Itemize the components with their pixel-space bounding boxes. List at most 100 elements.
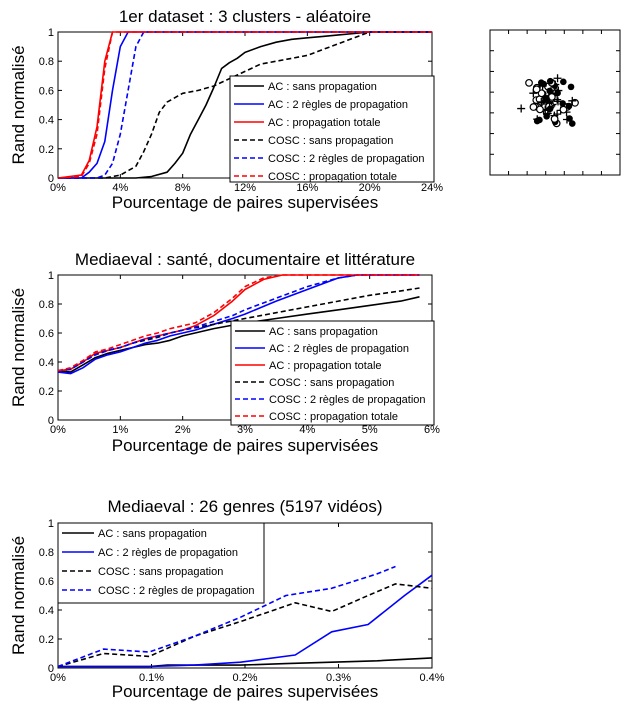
series-line bbox=[58, 31, 432, 179]
y-tick-label: 0.4 bbox=[39, 357, 54, 369]
y-axis-label: Rand normalisé bbox=[9, 288, 28, 407]
series-group bbox=[58, 31, 432, 179]
series-line bbox=[58, 296, 420, 373]
legend: AC : sans propagation AC : 2 règles de pr… bbox=[230, 320, 435, 426]
x-tick-label: 4% bbox=[112, 182, 128, 194]
legend-entry: AC : sans propagation bbox=[268, 81, 377, 93]
legend-entry: COSC : propagation totale bbox=[269, 411, 398, 423]
scatter-point bbox=[537, 97, 546, 106]
scatter-point bbox=[533, 115, 542, 124]
scatter-point bbox=[546, 77, 554, 85]
scatter-point bbox=[568, 96, 577, 105]
y-tick-label: 1 bbox=[48, 27, 54, 39]
x-tick-label: 24% bbox=[421, 182, 443, 194]
x-tick-label: 0.2% bbox=[232, 672, 257, 684]
legend-entry: AC : sans propagation bbox=[269, 326, 378, 338]
series-line bbox=[58, 274, 420, 372]
legend-entry: AC : 2 règles de propagation bbox=[269, 343, 409, 355]
legend-box bbox=[57, 522, 265, 604]
scatter-point bbox=[532, 85, 541, 94]
x-tick-label: 20% bbox=[359, 182, 381, 194]
scatter-point bbox=[554, 97, 563, 106]
series-line bbox=[58, 31, 432, 179]
scatter-point bbox=[537, 89, 546, 98]
series-line bbox=[58, 565, 396, 668]
scatter-point bbox=[562, 115, 571, 124]
y-tick-label: 1 bbox=[48, 270, 54, 282]
scatter-point bbox=[565, 102, 573, 110]
scatter-point bbox=[529, 103, 538, 111]
x-tick-label: 0.1% bbox=[139, 672, 164, 684]
x-tick-label: 1% bbox=[112, 424, 128, 436]
y-tick-label: 0.2 bbox=[39, 634, 54, 646]
inset-frame bbox=[489, 29, 621, 176]
scatter-point bbox=[566, 115, 573, 122]
legend-entry: AC : 2 règles de propagation bbox=[98, 547, 238, 559]
scatter-point bbox=[536, 105, 544, 114]
x-tick-label: 0.4% bbox=[419, 672, 444, 684]
y-tick-label: 0.6 bbox=[39, 576, 54, 588]
x-tick-label: 12% bbox=[234, 182, 256, 194]
scatter-point bbox=[568, 120, 576, 127]
chart-2: Mediaeval : santé, documentaire et litté… bbox=[9, 250, 440, 455]
scatter-point bbox=[517, 104, 526, 113]
x-tick-label: 2% bbox=[175, 424, 191, 436]
x-tick-label: 5% bbox=[362, 424, 378, 436]
y-tick-label: 0.6 bbox=[39, 85, 54, 97]
scatter-point bbox=[567, 83, 575, 91]
x-tick-label: 8% bbox=[175, 182, 191, 194]
scatter-point bbox=[553, 95, 562, 104]
series-line bbox=[58, 574, 432, 668]
scatter-point bbox=[553, 74, 562, 83]
legend-entry: AC : sans propagation bbox=[98, 528, 207, 540]
scatter-point bbox=[546, 105, 554, 113]
scatter-point bbox=[529, 89, 538, 98]
legend-entry: AC : propagation totale bbox=[268, 117, 381, 129]
y-axis-label: Rand normalisé bbox=[9, 45, 28, 164]
series-line bbox=[58, 31, 432, 179]
scatter-point bbox=[554, 89, 561, 97]
y-tick-label: 0.8 bbox=[39, 547, 54, 559]
scatter-point bbox=[540, 80, 548, 88]
series-line bbox=[58, 274, 420, 375]
legend-box bbox=[229, 75, 435, 183]
series-group bbox=[58, 565, 432, 668]
scatter-point bbox=[550, 115, 559, 123]
y-tick-label: 0.4 bbox=[39, 605, 54, 617]
legend-entry: COSC : sans propagation bbox=[98, 566, 223, 578]
chart-title: Mediaeval : santé, documentaire et litté… bbox=[75, 250, 415, 269]
scatter-point bbox=[546, 87, 554, 95]
y-tick-label: 0.4 bbox=[39, 115, 54, 127]
y-tick-label: 0 bbox=[48, 415, 54, 427]
legend-entry: AC : 2 règles de propagation bbox=[268, 99, 408, 111]
y-tick-label: 1 bbox=[48, 518, 54, 530]
legend-entry: COSC : sans propagation bbox=[269, 377, 394, 389]
chart-3: Mediaeval : 26 genres (5197 vidéos) 0% 0.1… bbox=[9, 497, 445, 701]
chart-1: 1er dataset : 3 clusters - aléatoire 0% 4%… bbox=[9, 7, 443, 212]
scatter-point bbox=[525, 78, 533, 87]
legend-entry: COSC : 2 règles de propagation bbox=[98, 585, 255, 597]
x-tick-label: 3% bbox=[237, 424, 253, 436]
chart-title: 1er dataset : 3 clusters - aléatoire bbox=[119, 7, 371, 26]
legend: AC : sans propagation AC : 2 règles de pr… bbox=[229, 75, 435, 183]
legend-box bbox=[230, 320, 435, 426]
y-tick-label: 0.6 bbox=[39, 328, 54, 340]
y-axis-label: Rand normalisé bbox=[9, 536, 28, 655]
legend-entry: COSC : 2 règles de propagation bbox=[268, 153, 425, 165]
x-tick-label: 4% bbox=[299, 424, 315, 436]
y-tick-label: 0.2 bbox=[39, 144, 54, 156]
series-line bbox=[58, 31, 432, 179]
y-tick-label: 0.8 bbox=[39, 56, 54, 68]
legend-entry: AC : propagation totale bbox=[269, 360, 382, 372]
scatter-point bbox=[545, 98, 554, 107]
y-tick-label: 0.8 bbox=[39, 299, 54, 311]
scatter-point bbox=[559, 105, 568, 114]
legend-entry: COSC : 2 règles de propagation bbox=[269, 394, 426, 406]
x-tick-label: 6% bbox=[424, 424, 440, 436]
chart-title: Mediaeval : 26 genres (5197 vidéos) bbox=[108, 497, 383, 516]
x-axis-label: Pourcentage de paires supervisées bbox=[112, 193, 379, 212]
x-tick-label: 0% bbox=[50, 424, 66, 436]
x-tick-label: 16% bbox=[296, 182, 318, 194]
x-tick-label: 0% bbox=[50, 182, 66, 194]
